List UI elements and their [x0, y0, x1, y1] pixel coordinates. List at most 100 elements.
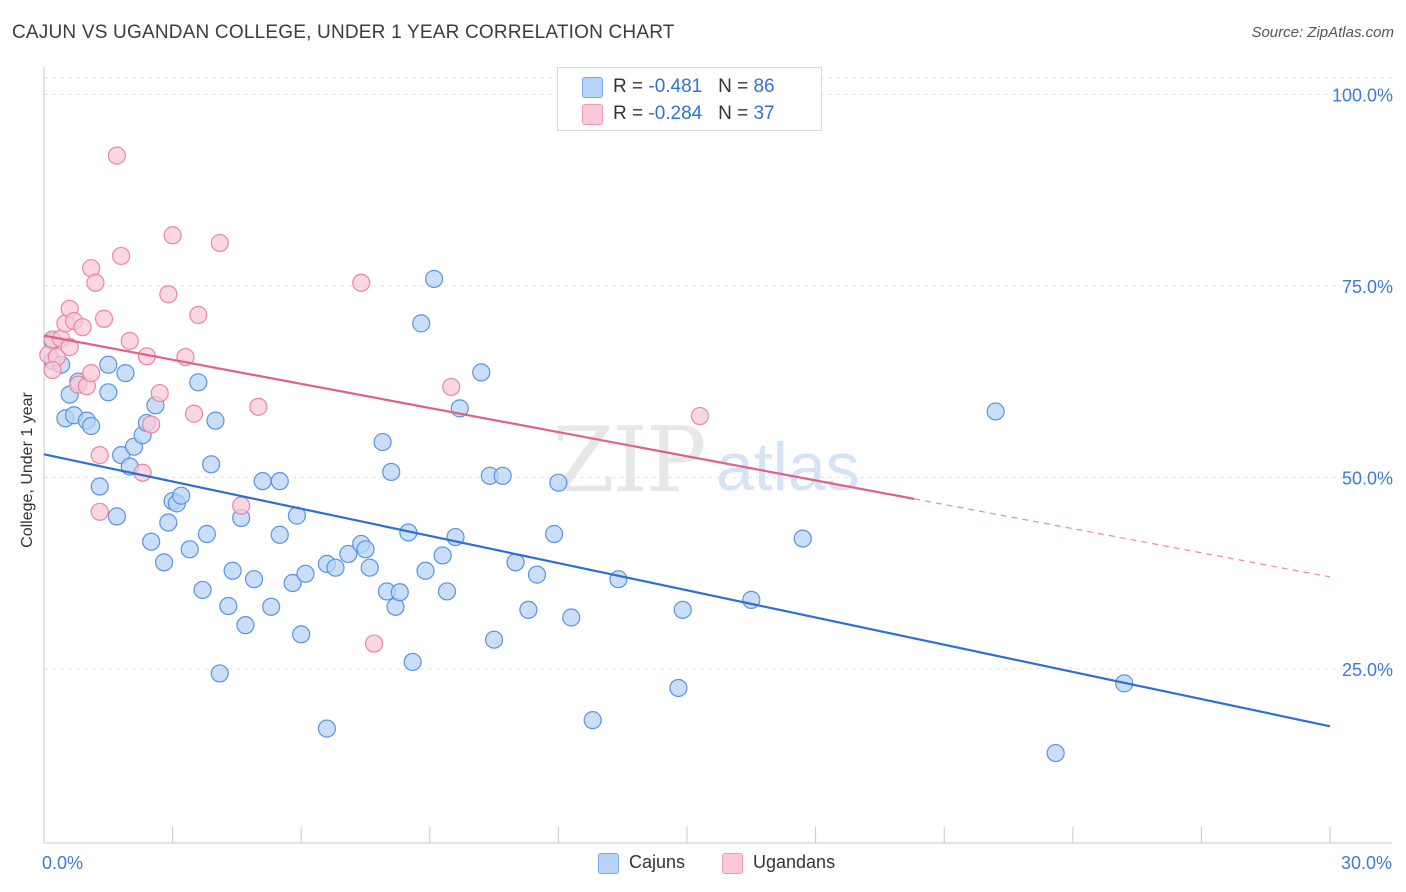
x-tick-label: 30.0% [1341, 853, 1392, 873]
ugandan-point [210, 233, 229, 253]
stats-r-label: R = [613, 103, 649, 124]
cajun-point [412, 314, 431, 333]
ugandan-point [112, 246, 131, 266]
cajun-point [223, 561, 242, 580]
ugandan-point [163, 226, 182, 245]
stats-r-value: -0.481 [648, 76, 703, 97]
ugandan-point [90, 446, 109, 465]
cajun-point [82, 416, 101, 436]
cajun-point [154, 553, 174, 572]
axes [43, 67, 1392, 844]
cajun-point [236, 616, 255, 635]
cajun-point [99, 383, 118, 402]
ugandan-point [232, 496, 251, 515]
cajun-point [193, 580, 212, 600]
cajun-point [159, 513, 178, 532]
cajun-point [296, 564, 315, 583]
trend-lines [43, 334, 1331, 728]
cajun-point [519, 600, 538, 619]
y-tick-label: 50.0% [1342, 468, 1393, 488]
cajun-point [317, 719, 337, 738]
ugandan-point [60, 338, 79, 357]
chart-title: CAJUN VS UGANDAN COLLEGE, UNDER 1 YEAR C… [12, 22, 675, 43]
stats-box: R = -0.481 N = 86 R = -0.284 N = 37 [557, 67, 822, 131]
cajun-point [326, 558, 345, 577]
legend-swatch-ugandans [722, 853, 743, 874]
y-tick-label: 25.0% [1342, 660, 1393, 680]
cajun-point [424, 269, 444, 289]
cajun-point [562, 608, 581, 627]
ugandan-point [120, 331, 139, 351]
cajun-point [283, 573, 302, 593]
legend-swatch-cajuns [598, 853, 619, 874]
cajun-point [189, 373, 208, 392]
cajun-point [107, 507, 126, 526]
ugandan-point [249, 397, 268, 416]
cajun-point [339, 544, 358, 564]
stats-text-ugandans: R = -0.284 N = 37 [613, 103, 775, 125]
cajun-point [390, 583, 409, 602]
cajun-point [1046, 743, 1065, 763]
cajun-point [986, 402, 1005, 421]
ugandan-trend-line-extension [914, 498, 1331, 578]
tick-labels: 100.0% 75.0% 50.0% 25.0% 0.0% 30.0% [42, 85, 1393, 873]
ugandan-point [73, 318, 92, 337]
cajun-point [416, 561, 435, 580]
legend-label-cajuns: Cajuns [629, 852, 686, 872]
cajun-trend-line [43, 453, 1331, 728]
cajun-point [437, 582, 457, 601]
ugandan-point [94, 309, 114, 328]
stats-r-label: R = [613, 76, 649, 97]
stats-n-value: 86 [753, 76, 775, 97]
cajun-point [545, 524, 564, 544]
stats-n-label: N = [718, 76, 754, 97]
cajun-point [262, 597, 281, 616]
ugandan-point [43, 360, 62, 380]
cajun-point [485, 630, 504, 649]
cajun-point [493, 466, 512, 485]
cajun-point [270, 472, 289, 491]
cajun-point [382, 462, 401, 482]
cajun-point [360, 558, 379, 577]
stats-swatch-cajuns [582, 77, 603, 98]
ugandan-point [189, 305, 208, 325]
ugandan-point [90, 502, 109, 521]
cajun-point [583, 711, 602, 730]
watermark-zip: ZIP [552, 408, 707, 513]
cajun-point [609, 570, 628, 589]
stats-n-value: 37 [753, 103, 775, 124]
cajun-point [197, 524, 216, 544]
cajun-point [244, 570, 264, 589]
cajun-point [142, 532, 161, 551]
y-tick-label: 100.0% [1332, 85, 1393, 105]
data-points [39, 146, 1134, 763]
cajun-point [219, 596, 238, 616]
ugandan-point [86, 273, 105, 292]
cajun-point [356, 540, 375, 559]
cajun-point [206, 411, 225, 430]
cajun-point [433, 546, 452, 565]
stats-n-label: N = [718, 103, 754, 124]
cajun-point [116, 364, 135, 383]
cajun-point [527, 565, 547, 584]
ugandan-point [184, 404, 204, 423]
ugandan-point [142, 415, 161, 434]
stats-swatch-ugandans [582, 104, 603, 125]
ugandan-point [159, 285, 178, 304]
cajun-point [549, 473, 568, 492]
ugandan-point [107, 146, 126, 165]
cajun-point [270, 525, 289, 544]
ugandan-trend-line [43, 334, 915, 500]
cajun-point [253, 472, 272, 491]
cajun-point [793, 529, 812, 548]
ugandan-point [442, 377, 461, 397]
cajun-point [292, 625, 311, 644]
ugandan-point [352, 273, 371, 292]
legend-label-ugandans: Ugandans [753, 852, 836, 872]
cajun-point [202, 455, 221, 474]
x-tick-label: 0.0% [42, 853, 83, 873]
cajun-point [673, 600, 692, 619]
stats-r-value: -0.284 [648, 103, 703, 124]
cajun-point [669, 678, 688, 698]
